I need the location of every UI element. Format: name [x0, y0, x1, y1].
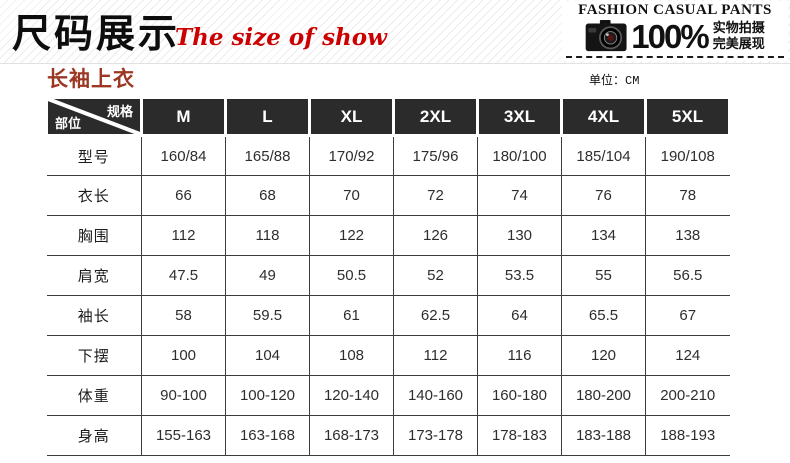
table-cell: 200-210: [645, 375, 730, 416]
column-header-l: L: [224, 96, 311, 137]
table-cell: 61: [309, 295, 394, 336]
table-cell: 138: [645, 215, 730, 256]
dashed-divider: [566, 56, 784, 58]
row-label: 身高: [46, 415, 142, 456]
table-cell: 116: [477, 335, 562, 376]
table-cell: 50.5: [309, 255, 394, 296]
table-cell: 112: [141, 215, 226, 256]
table-cell: 66: [141, 175, 226, 216]
badge-caption-line2: 完美展现: [712, 36, 765, 51]
header-row: 规格 部位 M L XL 2XL 3XL 4XL 5XL: [45, 96, 731, 137]
corner-part-label: 部位: [55, 116, 82, 131]
size-table: 规格 部位 M L XL 2XL 3XL 4XL 5XL 型号 160/84 1…: [45, 96, 731, 456]
table-cell: 59.5: [225, 295, 310, 336]
table-cell: 55: [561, 255, 646, 296]
photo-badge: FASHION CASUAL PANTS 100% 实物拍摄 完美展现: [562, 1, 788, 61]
table-cell: 104: [225, 335, 310, 376]
table-row: 胸围 112 118 122 126 130 134 138: [46, 215, 730, 256]
row-label: 袖长: [46, 295, 142, 336]
table-cell: 190/108: [645, 135, 730, 176]
column-header-4xl: 4XL: [560, 96, 647, 137]
table-cell: 175/96: [393, 135, 478, 176]
row-label: 体重: [46, 375, 142, 416]
table-cell: 68: [225, 175, 310, 216]
table-cell: 130: [477, 215, 562, 256]
badge-heading: FASHION CASUAL PANTS: [578, 2, 772, 18]
table-cell: 108: [309, 335, 394, 376]
diagonal-divider: [48, 99, 140, 134]
badge-caption-line1: 实物拍摄: [712, 19, 765, 35]
table-cell: 163-168: [225, 415, 310, 456]
table-row: 衣长 66 68 70 72 74 76 78: [46, 175, 730, 216]
row-label: 胸围: [46, 215, 142, 256]
table-cell: 168-173: [309, 415, 394, 456]
unit-label: 单位：CM: [589, 74, 640, 88]
row-label: 衣长: [46, 175, 142, 216]
table-cell: 72: [393, 175, 478, 216]
table-cell: 140-160: [393, 375, 478, 416]
table-cell: 160/84: [141, 135, 226, 176]
table-cell: 170/92: [309, 135, 394, 176]
table-cell: 52: [393, 255, 478, 296]
table-cell: 90-100: [141, 375, 226, 416]
corner-spec-label: 规格: [106, 104, 133, 119]
page-title: 尺码展示: [12, 13, 181, 56]
table-cell: 58: [141, 295, 226, 336]
table-row: 下摆 100 104 108 112 116 120 124: [46, 335, 730, 376]
table-cell: 62.5: [393, 295, 478, 336]
table-cell: 173-178: [393, 415, 478, 456]
row-label: 型号: [46, 135, 142, 176]
table-cell: 56.5: [645, 255, 730, 296]
table-row: 袖长 58 59.5 61 62.5 64 65.5 67: [46, 295, 730, 336]
table-cell: 188-193: [645, 415, 730, 456]
section-title: 长袖上衣: [47, 68, 135, 91]
column-header-5xl: 5XL: [644, 96, 731, 137]
table-cell: 155-163: [141, 415, 226, 456]
table-cell: 178-183: [477, 415, 562, 456]
table-cell: 100: [141, 335, 226, 376]
table-cell: 65.5: [561, 295, 646, 336]
table-cell: 112: [393, 335, 478, 376]
column-header-xl: XL: [308, 96, 395, 137]
table-corner-cell: 规格 部位: [45, 96, 143, 137]
table-cell: 120-140: [309, 375, 394, 416]
table-cell: 120: [561, 335, 646, 376]
table-cell: 118: [225, 215, 310, 256]
table-cell: 78: [645, 175, 730, 216]
table-cell: 64: [477, 295, 562, 336]
table-cell: 47.5: [141, 255, 226, 296]
column-header-2xl: 2XL: [392, 96, 479, 137]
table-row: 肩宽 47.5 49 50.5 52 53.5 55 56.5: [46, 255, 730, 296]
table-cell: 76: [561, 175, 646, 216]
table-cell: 100-120: [225, 375, 310, 416]
table-cell: 165/88: [225, 135, 310, 176]
table-row: 体重 90-100 100-120 120-140 140-160 160-18…: [46, 375, 730, 416]
row-label: 肩宽: [46, 255, 142, 296]
table-cell: 134: [561, 215, 646, 256]
banner: 尺码展示 The size of show FASHION CASUAL PAN…: [0, 0, 790, 64]
table-cell: 185/104: [561, 135, 646, 176]
badge-percent: 100%: [631, 17, 709, 55]
table-cell: 122: [309, 215, 394, 256]
camera-icon: [585, 20, 629, 52]
table-cell: 126: [393, 215, 478, 256]
table-cell: 180-200: [561, 375, 646, 416]
table-cell: 124: [645, 335, 730, 376]
table-cell: 67: [645, 295, 730, 336]
column-header-m: M: [140, 96, 227, 137]
page-subtitle: The size of show: [175, 24, 387, 51]
table-cell: 183-188: [561, 415, 646, 456]
table-cell: 49: [225, 255, 310, 296]
table-row: 身高 155-163 163-168 168-173 173-178 178-1…: [46, 415, 730, 456]
table-row: 型号 160/84 165/88 170/92 175/96 180/100 1…: [46, 135, 730, 176]
table-cell: 180/100: [477, 135, 562, 176]
table-cell: 160-180: [477, 375, 562, 416]
table-cell: 74: [477, 175, 562, 216]
table-cell: 53.5: [477, 255, 562, 296]
column-header-3xl: 3XL: [476, 96, 563, 137]
row-label: 下摆: [46, 335, 142, 376]
table-cell: 70: [309, 175, 394, 216]
